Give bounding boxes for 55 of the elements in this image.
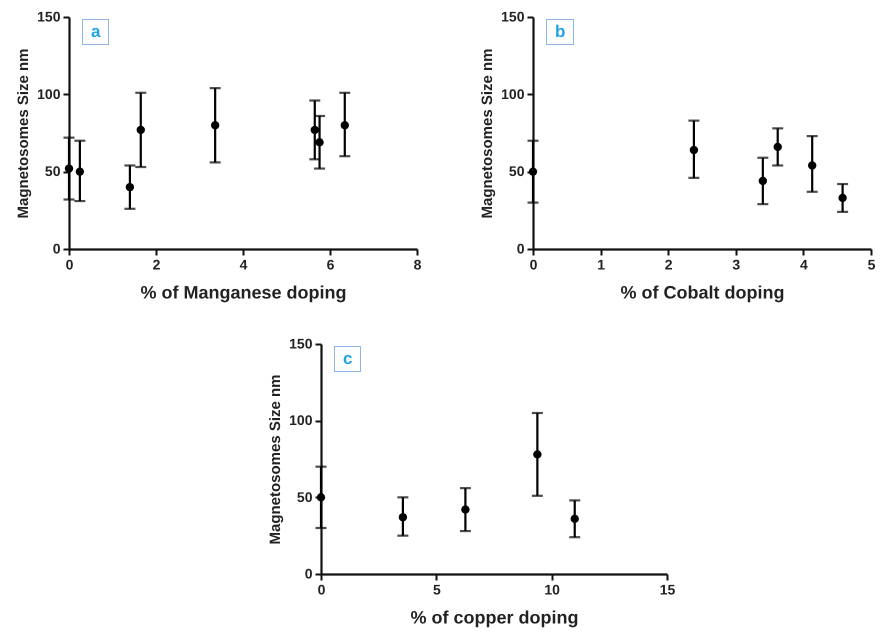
point: [315, 138, 324, 146]
point: [461, 505, 470, 514]
y-tick-label: 150: [37, 8, 61, 24]
point: [758, 176, 768, 186]
x-tick-label: 6: [326, 256, 335, 272]
point: [76, 167, 84, 176]
x-tick-label: 4: [800, 256, 808, 272]
y-tick-label: 150: [289, 336, 313, 352]
y-tick-label: 0: [304, 566, 313, 582]
x-axis-title: % of copper doping: [410, 608, 578, 628]
x-tick-label: 0: [318, 582, 326, 598]
point: [808, 161, 816, 170]
y-tick-label: 100: [289, 412, 313, 428]
x-axis-title: % of Manganese doping: [140, 282, 347, 302]
point: [310, 126, 319, 134]
y-axis-title: Magnetosomes Size nm: [15, 48, 32, 219]
point: [690, 146, 698, 154]
point: [340, 121, 349, 130]
y-tick-label: 0: [52, 240, 61, 256]
point: [774, 142, 782, 152]
x-tick-label: 2: [664, 256, 673, 272]
point: [533, 450, 542, 459]
annotation: b: [546, 19, 574, 45]
x-tick-label: 2: [152, 256, 161, 272]
y-tick-label: 0: [516, 240, 525, 256]
point: [126, 182, 134, 192]
x-tick-label: 8: [414, 256, 422, 272]
x-tick-label: 4: [240, 256, 248, 272]
point: [64, 164, 74, 173]
annotation: a: [82, 19, 110, 45]
point: [528, 167, 538, 176]
y-axis-title: Magnetosomes Size nm: [479, 48, 496, 219]
y-tick-label: 100: [37, 86, 61, 102]
y-axis-title: Magnetosomes Size nm: [267, 374, 284, 545]
point: [570, 514, 579, 523]
y-tick-label: 50: [296, 488, 313, 505]
point: [316, 493, 326, 502]
y-tick-label: 150: [501, 8, 525, 24]
point: [136, 126, 145, 134]
point: [398, 513, 408, 522]
x-tick-label: 0: [66, 256, 74, 272]
x-tick-label: 10: [544, 582, 560, 598]
x-tick-label: 1: [597, 256, 606, 272]
x-tick-label: 15: [660, 582, 676, 598]
x-axis-title: % of Cobalt doping: [620, 282, 784, 302]
point: [210, 121, 220, 130]
point: [838, 194, 847, 202]
y-tick-label: 100: [501, 86, 525, 102]
y-tick-label: 50: [44, 163, 61, 180]
x-tick-label: 5: [868, 256, 876, 272]
x-tick-label: 3: [732, 256, 740, 272]
x-tick-label: 0: [530, 256, 538, 272]
x-tick-label: 5: [432, 582, 441, 598]
annotation: c: [334, 346, 362, 372]
y-tick-label: 50: [508, 163, 525, 180]
